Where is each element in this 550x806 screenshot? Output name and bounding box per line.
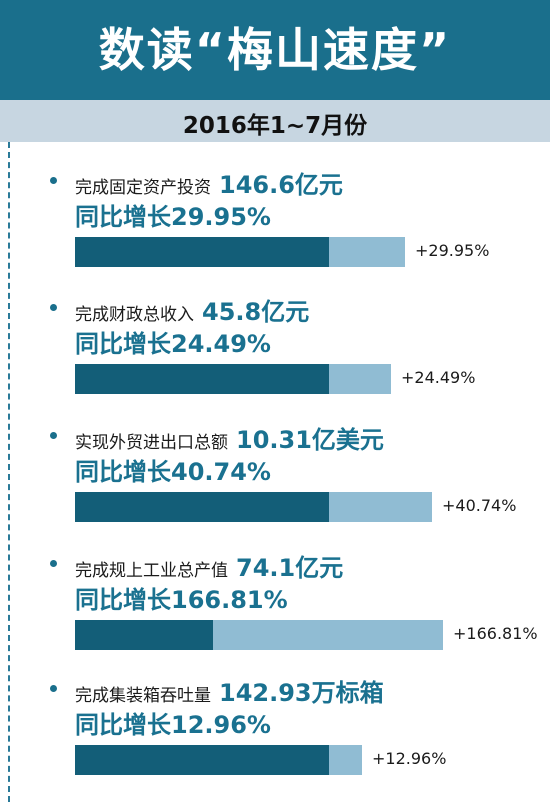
stat-headline: 实现外贸进出口总额 10.31亿美元: [75, 420, 384, 455]
stat-headline: 完成财政总收入 45.8亿元: [75, 292, 309, 327]
bar-value-label: +40.74%: [442, 496, 517, 515]
stat-value: 45.8亿元: [202, 298, 310, 326]
stat-value: 142.93万标箱: [219, 679, 384, 707]
stat-label: 实现外贸进出口总额: [75, 433, 228, 453]
page-subtitle: 2016年1~7月份: [182, 113, 368, 139]
bullet-dot: [50, 685, 57, 692]
bar-value-label: +12.96%: [372, 749, 447, 768]
stat-headline: 完成规上工业总产值 74.1亿元: [75, 548, 343, 583]
baseline-bar: [75, 492, 329, 522]
bar-value-label: +29.95%: [415, 241, 490, 260]
stat-headline: 完成集装箱吞吐量 142.93万标箱: [75, 673, 384, 708]
stat-item: 完成集装箱吞吐量 142.93万标箱同比增长12.96% +12.96%: [0, 673, 550, 803]
bullet-dot: [50, 177, 57, 184]
bullet-dot: [50, 432, 57, 439]
baseline-bar: [75, 745, 329, 775]
growth-text: 同比增长24.49%: [75, 330, 271, 358]
growth-text: 同比增长166.81%: [75, 586, 288, 614]
stat-label: 完成财政总收入: [75, 305, 194, 325]
baseline-bar: [75, 364, 329, 394]
growth-text: 同比增长12.96%: [75, 711, 271, 739]
bar-value-label: +24.49%: [401, 368, 476, 387]
bullet-dot: [50, 560, 57, 567]
stat-label: 完成规上工业总产值: [75, 561, 228, 581]
dashed-divider: [8, 142, 10, 802]
page-title: 数读“梅山速度”: [98, 23, 452, 77]
bullet-dot: [50, 304, 57, 311]
stat-item: 完成固定资产投资 146.6亿元同比增长29.95% +29.95%: [0, 165, 550, 295]
stat-value: 74.1亿元: [236, 554, 344, 582]
stat-value: 10.31亿美元: [236, 426, 384, 454]
growth-text: 同比增长29.95%: [75, 203, 271, 231]
growth-text: 同比增长40.74%: [75, 458, 271, 486]
baseline-bar: [75, 620, 213, 650]
title-banner: [0, 0, 550, 100]
bar-value-label: +166.81%: [453, 624, 538, 643]
stat-value: 146.6亿元: [219, 171, 343, 199]
stat-item: 实现外贸进出口总额 10.31亿美元同比增长40.74% +40.74%: [0, 420, 550, 550]
stat-item: 完成规上工业总产值 74.1亿元同比增长166.81% +166.81%: [0, 548, 550, 678]
stat-label: 完成集装箱吞吐量: [75, 686, 211, 706]
stat-headline: 完成固定资产投资 146.6亿元: [75, 165, 343, 200]
subtitle-banner: [0, 100, 550, 142]
stat-label: 完成固定资产投资: [75, 178, 211, 198]
baseline-bar: [75, 237, 329, 267]
stat-item: 完成财政总收入 45.8亿元同比增长24.49% +24.49%: [0, 292, 550, 422]
